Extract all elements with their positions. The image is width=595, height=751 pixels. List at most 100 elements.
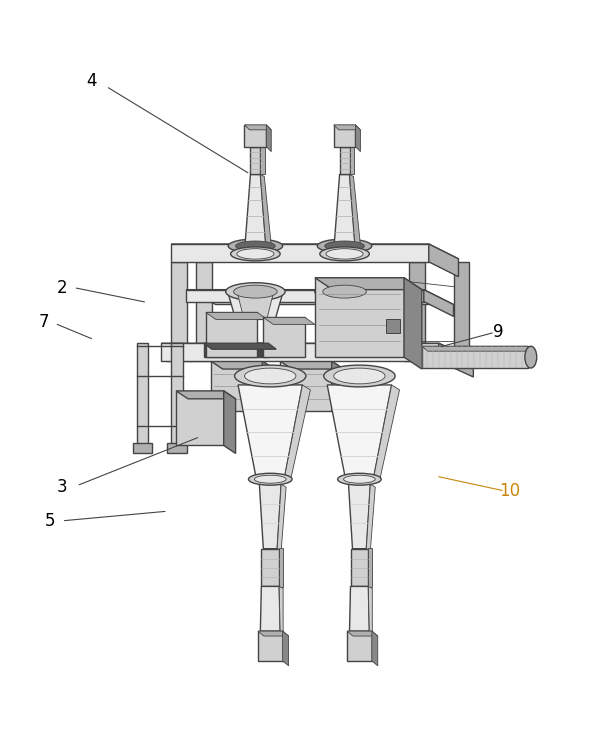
Ellipse shape bbox=[320, 247, 369, 261]
Polygon shape bbox=[267, 125, 271, 152]
Polygon shape bbox=[349, 587, 369, 631]
Ellipse shape bbox=[231, 247, 280, 261]
Bar bbox=[258, 631, 283, 661]
Polygon shape bbox=[367, 484, 375, 550]
Polygon shape bbox=[186, 290, 453, 304]
Bar bbox=[186, 290, 424, 302]
Polygon shape bbox=[228, 291, 283, 319]
Bar bbox=[171, 343, 183, 445]
Polygon shape bbox=[261, 174, 273, 255]
Polygon shape bbox=[372, 631, 378, 666]
Polygon shape bbox=[161, 343, 474, 359]
Ellipse shape bbox=[249, 473, 292, 485]
Bar bbox=[166, 349, 192, 361]
Ellipse shape bbox=[234, 285, 277, 298]
Bar bbox=[261, 146, 265, 174]
Polygon shape bbox=[206, 312, 267, 319]
Bar bbox=[171, 262, 187, 351]
Bar bbox=[409, 262, 425, 351]
Ellipse shape bbox=[325, 241, 364, 251]
Bar bbox=[167, 444, 187, 454]
Bar bbox=[350, 549, 368, 587]
Polygon shape bbox=[349, 174, 361, 255]
Polygon shape bbox=[262, 361, 274, 418]
Ellipse shape bbox=[317, 239, 372, 253]
Bar bbox=[449, 349, 474, 361]
Ellipse shape bbox=[237, 249, 274, 259]
Bar bbox=[340, 146, 349, 174]
Bar bbox=[204, 343, 268, 357]
Polygon shape bbox=[171, 244, 459, 259]
Polygon shape bbox=[368, 587, 372, 633]
Ellipse shape bbox=[322, 285, 367, 298]
Bar bbox=[196, 262, 212, 351]
Polygon shape bbox=[279, 587, 283, 633]
Bar bbox=[347, 631, 372, 661]
Bar bbox=[133, 444, 152, 454]
Bar bbox=[315, 278, 404, 357]
Text: 7: 7 bbox=[39, 313, 49, 331]
Ellipse shape bbox=[334, 368, 385, 384]
Bar bbox=[404, 349, 430, 361]
Text: 10: 10 bbox=[499, 482, 520, 500]
Bar bbox=[161, 343, 439, 361]
Bar bbox=[206, 312, 258, 357]
Ellipse shape bbox=[234, 365, 306, 387]
Ellipse shape bbox=[343, 475, 375, 483]
Polygon shape bbox=[373, 385, 399, 482]
Polygon shape bbox=[424, 290, 453, 316]
Polygon shape bbox=[327, 385, 392, 479]
Text: 2: 2 bbox=[57, 279, 67, 297]
Polygon shape bbox=[404, 278, 422, 369]
Polygon shape bbox=[245, 125, 271, 130]
Polygon shape bbox=[264, 318, 315, 324]
Text: 9: 9 bbox=[493, 323, 503, 341]
Polygon shape bbox=[349, 484, 370, 549]
Polygon shape bbox=[224, 391, 236, 454]
Bar bbox=[280, 361, 331, 411]
Ellipse shape bbox=[324, 365, 395, 387]
Polygon shape bbox=[176, 391, 236, 399]
Bar bbox=[422, 346, 528, 368]
Ellipse shape bbox=[228, 239, 283, 253]
Polygon shape bbox=[204, 343, 276, 349]
Bar bbox=[453, 262, 469, 351]
Polygon shape bbox=[439, 343, 474, 377]
Bar bbox=[264, 318, 305, 357]
Polygon shape bbox=[245, 174, 267, 252]
Polygon shape bbox=[211, 361, 274, 369]
Bar bbox=[211, 361, 262, 411]
Polygon shape bbox=[347, 631, 378, 636]
Polygon shape bbox=[259, 484, 281, 549]
Bar bbox=[171, 244, 429, 262]
Bar bbox=[386, 319, 400, 333]
Polygon shape bbox=[355, 125, 361, 152]
Ellipse shape bbox=[337, 473, 381, 485]
Bar bbox=[191, 349, 217, 361]
Polygon shape bbox=[283, 631, 289, 666]
Bar bbox=[176, 391, 224, 445]
Ellipse shape bbox=[326, 249, 363, 259]
Ellipse shape bbox=[236, 241, 275, 251]
Ellipse shape bbox=[255, 475, 286, 483]
Polygon shape bbox=[280, 361, 343, 369]
Text: 3: 3 bbox=[57, 478, 67, 496]
Polygon shape bbox=[238, 385, 302, 479]
Polygon shape bbox=[334, 174, 355, 252]
Polygon shape bbox=[331, 361, 343, 418]
Ellipse shape bbox=[226, 282, 285, 300]
Polygon shape bbox=[422, 346, 534, 351]
Bar bbox=[250, 146, 261, 174]
Polygon shape bbox=[317, 291, 372, 319]
Ellipse shape bbox=[525, 346, 537, 368]
Ellipse shape bbox=[245, 368, 296, 384]
Polygon shape bbox=[258, 631, 289, 636]
Polygon shape bbox=[277, 484, 286, 550]
Ellipse shape bbox=[315, 282, 374, 300]
Polygon shape bbox=[315, 278, 422, 290]
Bar bbox=[349, 146, 355, 174]
Bar bbox=[334, 125, 355, 146]
Bar bbox=[279, 547, 283, 587]
Polygon shape bbox=[429, 244, 459, 276]
Bar bbox=[136, 343, 148, 445]
